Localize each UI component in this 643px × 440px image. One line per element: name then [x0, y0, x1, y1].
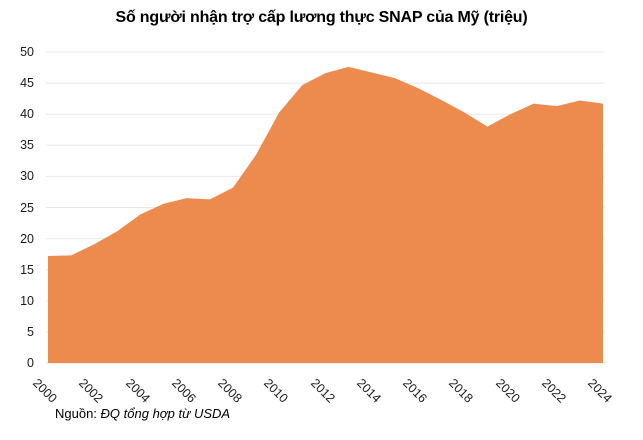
y-tick-label: 40: [20, 107, 34, 122]
chart-title: Số người nhận trợ cấp lương thực SNAP củ…: [115, 9, 528, 26]
y-tick-label: 35: [20, 138, 34, 153]
y-tick-label: 5: [27, 324, 34, 339]
y-tick-label: 0: [27, 356, 34, 370]
source-note: Nguồn: ĐQ tổng hợp từ USDA: [55, 406, 230, 421]
y-tick-label: 25: [20, 200, 34, 215]
y-tick-label: 30: [20, 169, 34, 184]
y-tick-label: 45: [20, 76, 34, 91]
snap-area-series: [48, 66, 603, 364]
source-text: ĐQ tổng hợp từ USDA: [100, 406, 231, 421]
source-prefix: Nguồn:: [55, 406, 101, 421]
y-tick-label: 50: [20, 45, 34, 59]
y-tick-label: 15: [20, 262, 34, 277]
y-tick-label: 20: [20, 231, 34, 246]
y-tick-label: 10: [20, 293, 34, 308]
